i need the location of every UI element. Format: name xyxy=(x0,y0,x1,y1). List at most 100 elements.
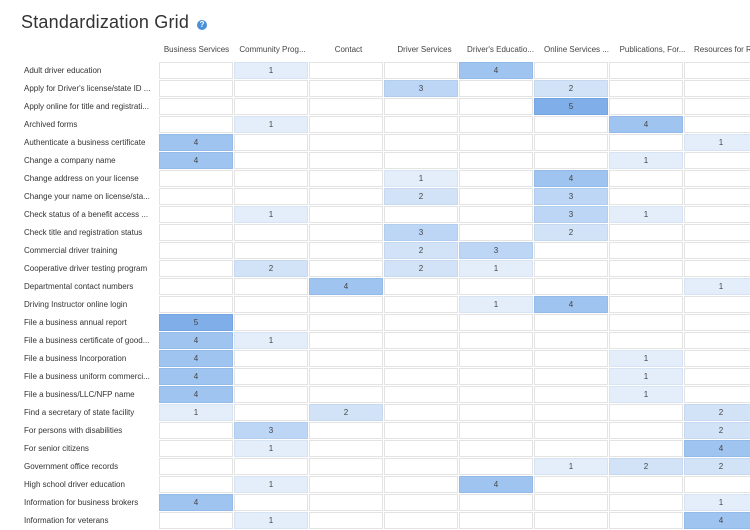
grid-cell[interactable] xyxy=(234,80,308,97)
grid-cell[interactable] xyxy=(609,422,683,439)
grid-cell[interactable] xyxy=(384,512,458,529)
grid-cell[interactable] xyxy=(309,242,383,259)
grid-cell[interactable]: 1 xyxy=(459,260,533,277)
grid-cell[interactable] xyxy=(234,170,308,187)
grid-cell[interactable]: 2 xyxy=(309,404,383,421)
grid-cell[interactable] xyxy=(609,494,683,511)
grid-cell[interactable] xyxy=(459,80,533,97)
grid-cell[interactable]: 4 xyxy=(534,170,608,187)
grid-cell[interactable] xyxy=(534,440,608,457)
row-label[interactable]: Apply online for title and registrati... xyxy=(24,102,149,111)
grid-cell[interactable] xyxy=(234,404,308,421)
grid-cell[interactable] xyxy=(159,260,233,277)
grid-cell[interactable] xyxy=(459,116,533,133)
grid-cell[interactable]: 4 xyxy=(159,350,233,367)
grid-cell[interactable]: 1 xyxy=(534,458,608,475)
grid-cell[interactable] xyxy=(234,296,308,313)
row-label[interactable]: Cooperative driver testing program xyxy=(24,264,148,273)
grid-cell[interactable] xyxy=(309,116,383,133)
grid-cell[interactable] xyxy=(684,224,750,241)
grid-cell[interactable] xyxy=(384,440,458,457)
grid-cell[interactable]: 1 xyxy=(159,404,233,421)
grid-cell[interactable] xyxy=(459,386,533,403)
grid-cell[interactable]: 4 xyxy=(159,152,233,169)
grid-cell[interactable]: 1 xyxy=(234,116,308,133)
grid-cell[interactable] xyxy=(159,296,233,313)
help-icon[interactable]: ? xyxy=(197,19,208,30)
grid-cell[interactable] xyxy=(684,386,750,403)
row-label[interactable]: For persons with disabilities xyxy=(24,426,123,435)
grid-cell[interactable]: 4 xyxy=(159,386,233,403)
grid-cell[interactable] xyxy=(384,368,458,385)
grid-cell[interactable] xyxy=(534,242,608,259)
grid-cell[interactable] xyxy=(234,386,308,403)
grid-cell[interactable] xyxy=(609,242,683,259)
grid-cell[interactable] xyxy=(459,422,533,439)
grid-cell[interactable] xyxy=(309,368,383,385)
grid-cell[interactable]: 3 xyxy=(534,206,608,223)
grid-cell[interactable] xyxy=(234,314,308,331)
grid-cell[interactable]: 4 xyxy=(534,296,608,313)
grid-cell[interactable] xyxy=(234,152,308,169)
grid-cell[interactable] xyxy=(459,350,533,367)
grid-cell[interactable] xyxy=(534,152,608,169)
grid-cell[interactable] xyxy=(384,278,458,295)
grid-cell[interactable] xyxy=(384,152,458,169)
grid-cell[interactable] xyxy=(159,278,233,295)
grid-cell[interactable]: 2 xyxy=(534,224,608,241)
grid-cell[interactable] xyxy=(684,260,750,277)
grid-cell[interactable] xyxy=(309,134,383,151)
grid-cell[interactable] xyxy=(684,206,750,223)
grid-cell[interactable] xyxy=(234,458,308,475)
grid-cell[interactable] xyxy=(534,62,608,79)
grid-cell[interactable]: 4 xyxy=(309,278,383,295)
grid-cell[interactable] xyxy=(234,368,308,385)
grid-cell[interactable] xyxy=(234,242,308,259)
grid-cell[interactable]: 3 xyxy=(459,242,533,259)
column-header[interactable]: Driver Services xyxy=(397,45,452,54)
grid-cell[interactable] xyxy=(609,314,683,331)
grid-cell[interactable]: 2 xyxy=(384,260,458,277)
grid-cell[interactable] xyxy=(234,350,308,367)
grid-cell[interactable] xyxy=(684,188,750,205)
grid-cell[interactable] xyxy=(459,368,533,385)
grid-cell[interactable]: 2 xyxy=(234,260,308,277)
grid-cell[interactable] xyxy=(609,224,683,241)
grid-cell[interactable]: 4 xyxy=(159,134,233,151)
grid-cell[interactable] xyxy=(159,224,233,241)
grid-cell[interactable] xyxy=(384,494,458,511)
grid-cell[interactable]: 1 xyxy=(234,512,308,529)
grid-cell[interactable] xyxy=(384,314,458,331)
grid-cell[interactable] xyxy=(609,296,683,313)
grid-cell[interactable] xyxy=(159,116,233,133)
grid-cell[interactable] xyxy=(684,476,750,493)
grid-cell[interactable] xyxy=(609,260,683,277)
grid-cell[interactable] xyxy=(309,332,383,349)
grid-cell[interactable] xyxy=(309,494,383,511)
grid-cell[interactable]: 4 xyxy=(459,62,533,79)
grid-cell[interactable] xyxy=(384,476,458,493)
grid-cell[interactable] xyxy=(459,134,533,151)
row-label[interactable]: Driving Instructor online login xyxy=(24,300,128,309)
grid-cell[interactable] xyxy=(309,440,383,457)
grid-cell[interactable]: 1 xyxy=(384,170,458,187)
grid-cell[interactable] xyxy=(384,404,458,421)
grid-cell[interactable] xyxy=(609,134,683,151)
column-header[interactable]: Driver's Educatio... xyxy=(467,45,534,54)
grid-cell[interactable]: 2 xyxy=(684,458,750,475)
column-header[interactable]: Contact xyxy=(334,45,363,54)
grid-cell[interactable] xyxy=(534,422,608,439)
grid-cell[interactable] xyxy=(609,404,683,421)
grid-cell[interactable] xyxy=(309,62,383,79)
grid-cell[interactable]: 1 xyxy=(234,476,308,493)
grid-cell[interactable]: 1 xyxy=(234,332,308,349)
grid-cell[interactable] xyxy=(159,170,233,187)
grid-cell[interactable]: 2 xyxy=(534,80,608,97)
grid-cell[interactable] xyxy=(159,80,233,97)
grid-cell[interactable] xyxy=(309,512,383,529)
grid-cell[interactable]: 1 xyxy=(609,386,683,403)
grid-cell[interactable] xyxy=(534,368,608,385)
row-label[interactable]: High school driver education xyxy=(24,480,125,489)
grid-cell[interactable]: 1 xyxy=(459,296,533,313)
grid-cell[interactable] xyxy=(684,152,750,169)
